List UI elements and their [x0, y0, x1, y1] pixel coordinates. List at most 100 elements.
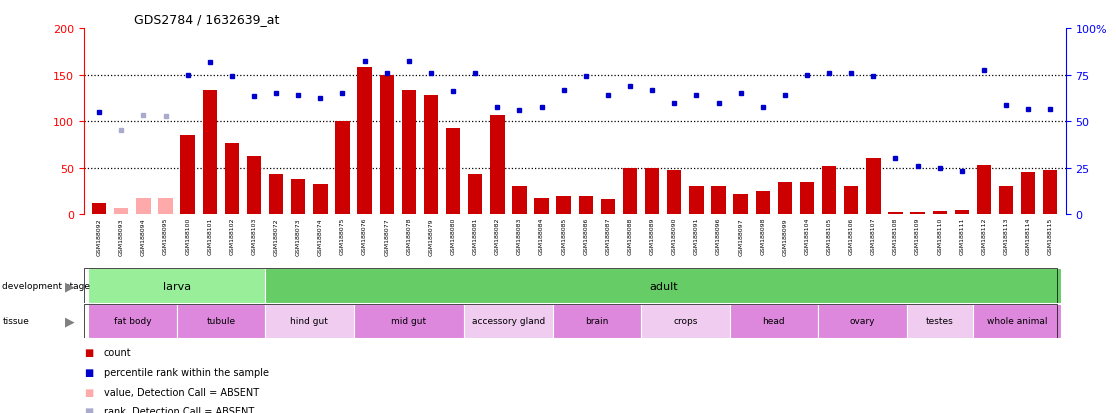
Text: GSM188078: GSM188078	[406, 217, 412, 255]
Text: GSM188109: GSM188109	[915, 217, 920, 255]
Bar	[176, 304, 266, 338]
Bar	[888, 213, 903, 215]
Bar	[203, 91, 217, 215]
Text: GSM188077: GSM188077	[384, 217, 389, 255]
Text: GSM188080: GSM188080	[451, 217, 455, 255]
Bar	[114, 208, 128, 215]
Bar	[354, 304, 464, 338]
Text: GSM188088: GSM188088	[627, 217, 633, 255]
Text: ■: ■	[84, 347, 93, 357]
Bar	[266, 304, 354, 338]
Text: GSM188081: GSM188081	[473, 217, 478, 255]
Text: GSM188097: GSM188097	[738, 217, 743, 255]
Text: GSM188076: GSM188076	[362, 217, 367, 255]
Bar	[1021, 173, 1036, 215]
Text: GSM188086: GSM188086	[584, 217, 588, 255]
Text: GSM188110: GSM188110	[937, 217, 942, 255]
Bar	[314, 184, 328, 215]
Bar	[818, 304, 906, 338]
Bar	[730, 304, 818, 338]
Text: rank, Detection Call = ABSENT: rank, Detection Call = ABSENT	[104, 406, 254, 413]
Bar	[379, 75, 394, 215]
Bar	[667, 170, 682, 215]
Text: development stage: development stage	[2, 282, 90, 290]
Bar	[866, 159, 881, 215]
Text: accessory gland: accessory gland	[472, 317, 545, 325]
Text: GSM188113: GSM188113	[1003, 217, 1009, 255]
Text: hind gut: hind gut	[290, 317, 328, 325]
Text: GSM188103: GSM188103	[251, 217, 257, 255]
Bar	[911, 213, 925, 215]
Text: GSM188094: GSM188094	[141, 217, 146, 255]
Bar	[778, 182, 792, 215]
Text: GSM188089: GSM188089	[650, 217, 655, 255]
Text: GSM188114: GSM188114	[1026, 217, 1031, 255]
Bar	[641, 304, 730, 338]
Text: tissue: tissue	[2, 317, 29, 325]
Bar	[578, 196, 593, 215]
Text: adult: adult	[648, 281, 677, 291]
Text: GSM188099: GSM188099	[782, 217, 788, 255]
Text: GDS2784 / 1632639_at: GDS2784 / 1632639_at	[134, 13, 279, 26]
Text: fat body: fat body	[114, 317, 151, 325]
Bar	[512, 187, 527, 215]
Text: head: head	[762, 317, 786, 325]
Bar	[490, 115, 504, 215]
Text: GSM188091: GSM188091	[694, 217, 699, 255]
Bar	[954, 210, 969, 215]
Bar	[645, 169, 660, 215]
Bar	[1043, 170, 1058, 215]
Bar	[247, 156, 261, 215]
Bar	[973, 304, 1061, 338]
Bar	[266, 268, 1061, 304]
Text: ■: ■	[84, 367, 93, 377]
Text: GSM188084: GSM188084	[539, 217, 545, 255]
Text: GSM188090: GSM188090	[672, 217, 676, 255]
Bar	[733, 195, 748, 215]
Bar	[933, 212, 946, 215]
Bar	[158, 199, 173, 215]
Bar	[446, 128, 460, 215]
Text: GSM188096: GSM188096	[716, 217, 721, 255]
Bar	[88, 304, 176, 338]
Text: testes: testes	[926, 317, 953, 325]
Bar	[844, 187, 858, 215]
Text: GSM188107: GSM188107	[870, 217, 876, 255]
Bar	[181, 136, 195, 215]
Bar	[291, 179, 306, 215]
Bar	[535, 199, 549, 215]
Bar	[269, 175, 283, 215]
Text: tubule: tubule	[206, 317, 235, 325]
Bar	[464, 304, 552, 338]
Bar	[600, 200, 615, 215]
Text: GSM188082: GSM188082	[494, 217, 500, 255]
Bar	[88, 268, 266, 304]
Bar	[821, 166, 836, 215]
Text: brain: brain	[585, 317, 608, 325]
Bar	[335, 122, 349, 215]
Text: GSM188115: GSM188115	[1048, 217, 1052, 255]
Bar	[468, 175, 482, 215]
Text: GSM188074: GSM188074	[318, 217, 323, 255]
Text: GSM188075: GSM188075	[340, 217, 345, 255]
Text: GSM188098: GSM188098	[760, 217, 766, 255]
Bar	[800, 182, 815, 215]
Text: GSM188079: GSM188079	[429, 217, 433, 255]
Bar	[711, 187, 725, 215]
Bar	[976, 166, 991, 215]
Text: GSM188100: GSM188100	[185, 217, 190, 255]
Text: whole animal: whole animal	[987, 317, 1048, 325]
Bar	[623, 169, 637, 215]
Text: GSM188108: GSM188108	[893, 217, 898, 255]
Bar	[690, 187, 703, 215]
Text: ▶: ▶	[65, 315, 75, 328]
Text: GSM188072: GSM188072	[273, 217, 279, 255]
Text: GSM188092: GSM188092	[97, 217, 102, 255]
Text: ovary: ovary	[849, 317, 875, 325]
Text: GSM188085: GSM188085	[561, 217, 566, 255]
Text: GSM188095: GSM188095	[163, 217, 169, 255]
Text: GSM188102: GSM188102	[230, 217, 234, 255]
Bar	[999, 187, 1013, 215]
Text: value, Detection Call = ABSENT: value, Detection Call = ABSENT	[104, 387, 259, 396]
Bar	[552, 304, 641, 338]
